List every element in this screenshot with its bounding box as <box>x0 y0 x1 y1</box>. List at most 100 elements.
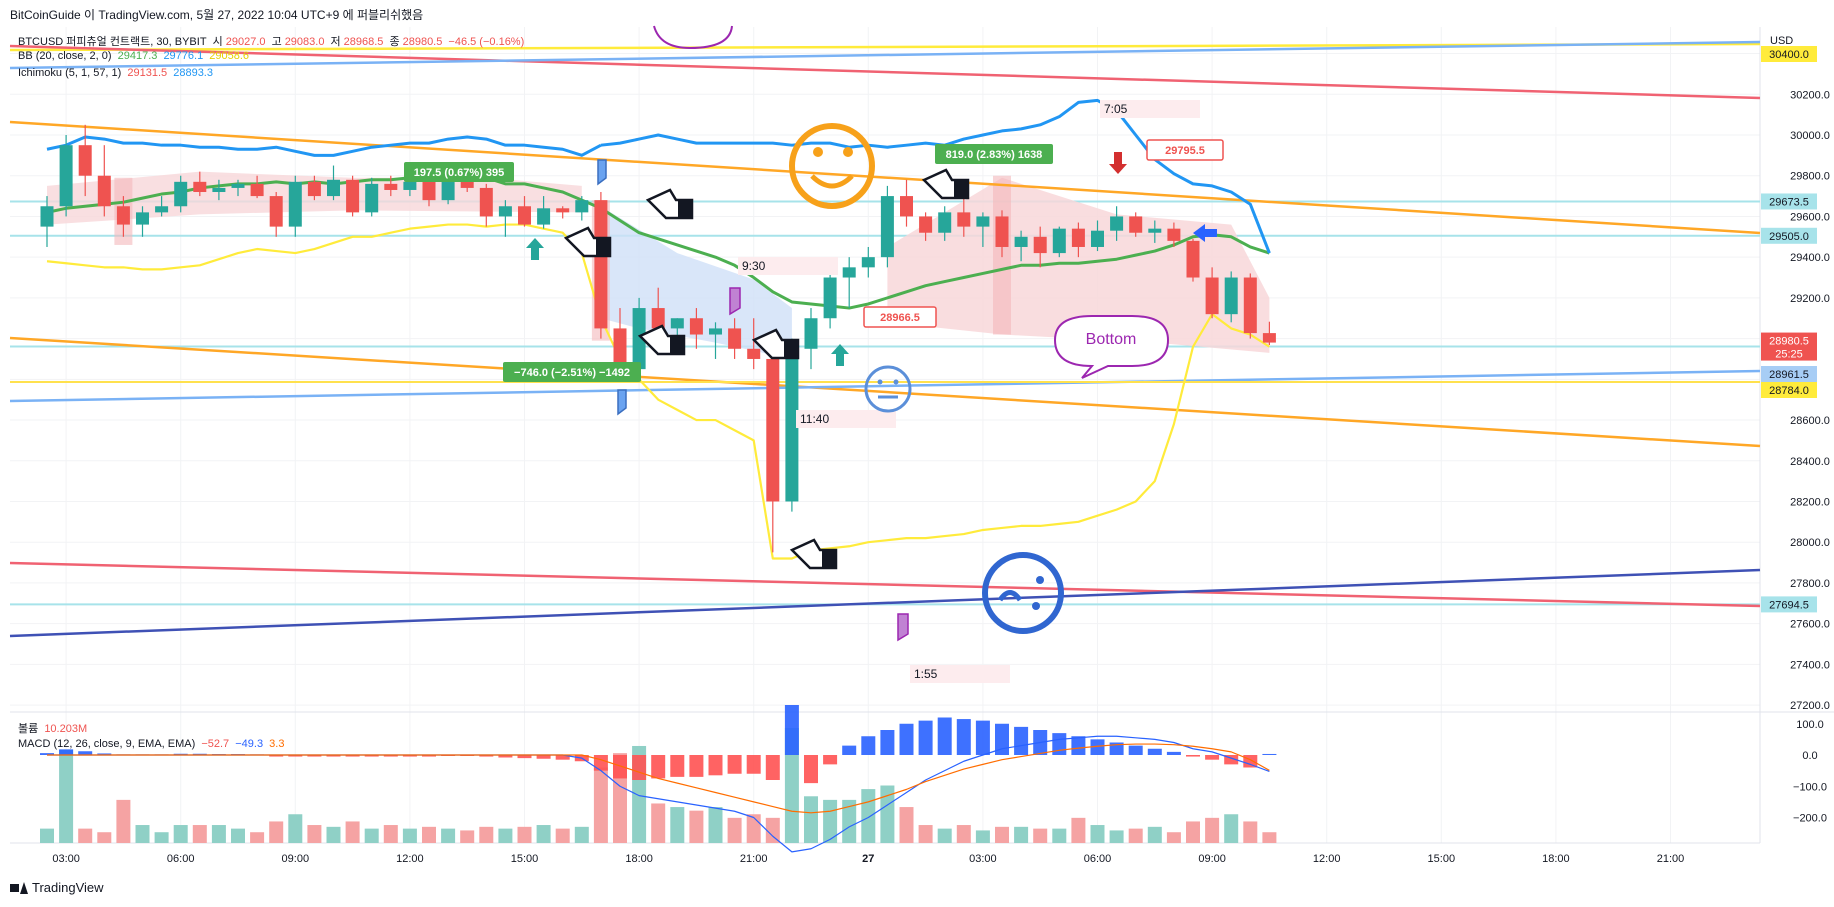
volume-bar <box>364 828 379 843</box>
volume-bar <box>1090 825 1105 843</box>
candle-body <box>307 181 321 197</box>
up-arrow-icon <box>831 344 849 366</box>
macd-legend[interactable]: MACD (12, 26, close, 9, EMA, EMA) −52.7 … <box>18 738 287 750</box>
candle-body <box>880 196 894 258</box>
volume-bar <box>269 821 284 843</box>
volume-bar <box>422 826 436 843</box>
neutral-face-eye-icon <box>877 379 883 385</box>
candle-body <box>1224 277 1238 315</box>
volume-bar <box>383 825 398 843</box>
price-tick-label: 29200.0 <box>1790 293 1830 305</box>
volume-bar <box>975 830 990 843</box>
volume-bar <box>192 825 207 843</box>
bb-upper-value: 29776.1 <box>163 50 204 62</box>
measure-label-gain-bg <box>404 162 514 182</box>
bb-upper-line <box>600 98 1271 254</box>
candle-body <box>1110 216 1124 231</box>
volume-bar <box>173 825 188 843</box>
macd-histogram-bar <box>689 755 704 777</box>
price-label-last: 28980.5 <box>1769 336 1809 348</box>
pointing-hand-icon-cuff <box>596 238 610 256</box>
macd-histogram-bar <box>1147 748 1162 755</box>
candle-body <box>1071 228 1085 247</box>
price-tick-label: 29400.0 <box>1790 252 1830 264</box>
candle-body <box>1129 216 1143 233</box>
trendline-navy-bottom <box>9 568 1761 638</box>
candle-body <box>670 318 684 329</box>
candle-body <box>785 348 799 502</box>
price-tick-label: 29600.0 <box>1790 211 1830 223</box>
measure-label-rally: 819.0 (2.83%) 1638 <box>946 149 1043 161</box>
volume-bar <box>899 807 914 843</box>
time-tick-label: 03:00 <box>52 853 80 865</box>
low-label: 저 <box>330 36 341 48</box>
candle-body <box>1186 240 1200 278</box>
candle-body <box>1148 228 1162 233</box>
volume-bar <box>1128 828 1143 843</box>
macd-histogram-bar <box>307 755 322 757</box>
ichimoku-legend[interactable]: Ichimoku (5, 1, 57, 1) 29131.5 28893.3 <box>18 67 216 79</box>
macd-histogram-bar <box>899 723 914 755</box>
macd-histogram-bar <box>498 755 513 758</box>
tradingview-logo[interactable]: TradingView <box>10 880 104 895</box>
open-value: 29027.0 <box>225 36 266 48</box>
candle-body <box>441 181 455 201</box>
trendline-orange-upper <box>9 120 1761 235</box>
candle-body <box>116 206 130 225</box>
candle-body <box>709 328 722 335</box>
time-tick-label: 15:00 <box>1428 853 1456 865</box>
time-tick-label: 21:00 <box>1657 853 1685 865</box>
macd-histogram-bar <box>422 755 436 757</box>
volume-bar <box>651 803 666 843</box>
candle-body <box>479 187 493 217</box>
macd-label: MACD (12, 26, close, 9, EMA, EMA) <box>18 738 196 750</box>
purple-hand-icon <box>897 613 909 642</box>
neutral-face-eye-icon <box>893 379 899 385</box>
candle-body <box>250 183 264 197</box>
time-note: 11:40 <box>800 412 829 426</box>
price-tick-label: 29800.0 <box>1790 171 1830 183</box>
volume-bar <box>1147 826 1162 843</box>
volume-bar <box>517 826 532 843</box>
volume-bar <box>689 810 704 843</box>
price-tick-label: 27800.0 <box>1790 578 1830 590</box>
bb-basis-value: 29417.3 <box>117 50 158 62</box>
blue-hand-icon <box>617 389 627 416</box>
trendline-red-top <box>9 44 1761 100</box>
candle-body <box>556 208 570 213</box>
time-tick-label: 12:00 <box>396 853 424 865</box>
candle-body <box>537 208 551 225</box>
macd-signal-value: −49.3 <box>235 738 264 750</box>
macd-tick-label: −100.0 <box>1793 781 1827 793</box>
bb-legend[interactable]: BB (20, close, 2, 0) 29417.3 29776.1 290… <box>18 50 252 62</box>
candle-body <box>689 318 703 335</box>
macd-hist-value: 3.3 <box>269 738 285 750</box>
time-tick-label: 06:00 <box>1084 853 1112 865</box>
time-tick-label: 06:00 <box>167 853 195 865</box>
macd-histogram-bar <box>345 755 360 757</box>
macd-histogram-bar <box>880 730 895 755</box>
time-tick-label: 27 <box>862 853 874 865</box>
price-label-level: 28961.5 <box>1769 369 1809 381</box>
time-note-bg <box>910 665 1010 683</box>
time-tick-label: 03:00 <box>969 853 997 865</box>
macd-histogram-bar <box>1166 751 1181 755</box>
candle-body <box>78 145 92 176</box>
volume-legend[interactable]: 볼륨 10.203M <box>18 720 90 736</box>
price-label-last-countdown: 25:25 <box>1775 349 1803 361</box>
purple-hand-icon <box>729 287 741 316</box>
trendline-orange-lower <box>9 336 1761 448</box>
volume-bar <box>746 814 761 843</box>
currency-label: USD <box>1770 35 1793 47</box>
time-note: 1:55 <box>914 667 938 681</box>
pointing-hand-icon-cuff <box>954 180 968 198</box>
price-label-last-bg <box>1761 332 1817 361</box>
pointing-hand-icon-cuff <box>670 336 684 354</box>
bb-lower-line <box>46 223 1270 560</box>
candle-body <box>919 216 933 233</box>
volume-bar <box>59 749 74 843</box>
price-label-level-bg <box>1761 227 1817 244</box>
time-tick-label: 09:00 <box>1198 853 1226 865</box>
open-label: 시 <box>212 36 223 48</box>
